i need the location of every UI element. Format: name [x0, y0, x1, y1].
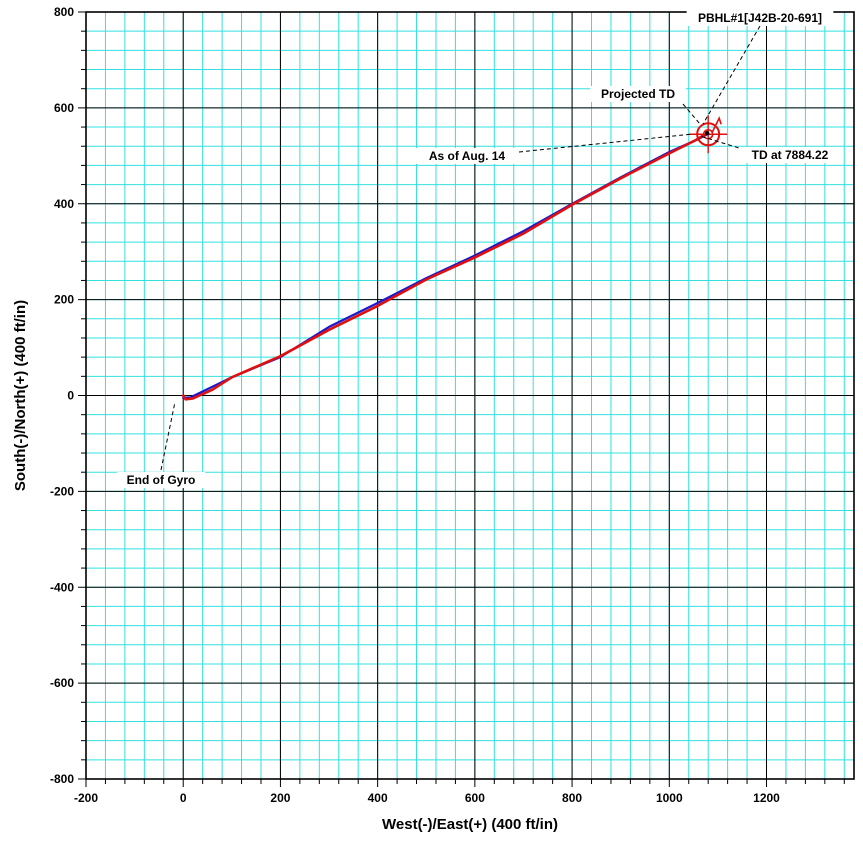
callout-leader-line	[518, 133, 694, 153]
y-tick-label: -400	[50, 580, 74, 594]
x-tick-label: 200	[270, 791, 290, 805]
callout-leader-line	[160, 401, 176, 471]
x-tick-labels: -200 0 200 400 600 800 1000 1200	[74, 791, 780, 805]
callout-label: Projected TD	[601, 87, 675, 101]
callout-background	[415, 148, 519, 164]
callout-pbhl: PBHL#1[J42B-20-691]	[686, 10, 834, 125]
x-tick-label: 600	[465, 791, 485, 805]
x-tick-label: 400	[368, 791, 388, 805]
target-symbol	[689, 115, 728, 154]
callout-label: PBHL#1[J42B-20-691]	[698, 11, 822, 25]
y-tick-label: 400	[54, 197, 74, 211]
x-tick-label: 1200	[753, 791, 780, 805]
callout-end-of-gyro: End of Gyro	[116, 401, 206, 488]
callout-label: End of Gyro	[127, 473, 196, 487]
y-tick-label: -800	[50, 772, 74, 786]
y-axis-title: South(-)/North(+) (400 ft/in)	[12, 300, 29, 491]
callout-as-of: As of Aug. 14	[415, 133, 694, 164]
callouts: End of Gyro Projected TD As of Aug. 14 TD a…	[116, 10, 842, 488]
callout-background	[686, 10, 834, 26]
td-marker	[704, 131, 710, 136]
callout-label: TD at 7884.22	[752, 148, 829, 162]
y-tick-labels: -800 -600 -400 -200 0 200 400 600 800	[50, 5, 74, 786]
y-tick-label: 600	[54, 101, 74, 115]
callout-projected-td: Projected TD	[590, 86, 701, 125]
target-hook	[711, 116, 722, 133]
y-tick-label: -200	[50, 484, 74, 498]
x-tick-label: -200	[74, 791, 98, 805]
x-tick-label: 0	[180, 791, 187, 805]
callout-label: As of Aug. 14	[429, 149, 506, 163]
callout-leader-line	[702, 25, 761, 125]
major-grid	[85, 11, 854, 780]
callout-background	[738, 147, 842, 163]
y-tick-label: 200	[54, 293, 74, 307]
y-tick-label: -600	[50, 676, 74, 690]
x-tick-label: 800	[562, 791, 582, 805]
y-tick-label: 0	[67, 389, 74, 403]
actual-path-line	[181, 133, 706, 401]
x-tick-label: 1000	[656, 791, 683, 805]
y-tick-label: 800	[54, 5, 74, 19]
callout-leader-line	[682, 103, 701, 125]
x-axis-title: West(-)/East(+) (400 ft/in)	[382, 816, 558, 833]
callout-td-at: TD at 7884.22	[699, 135, 842, 163]
axis-ticks	[78, 11, 845, 787]
well-paths	[181, 133, 709, 401]
callout-background	[590, 86, 686, 102]
callout-background	[116, 472, 206, 488]
